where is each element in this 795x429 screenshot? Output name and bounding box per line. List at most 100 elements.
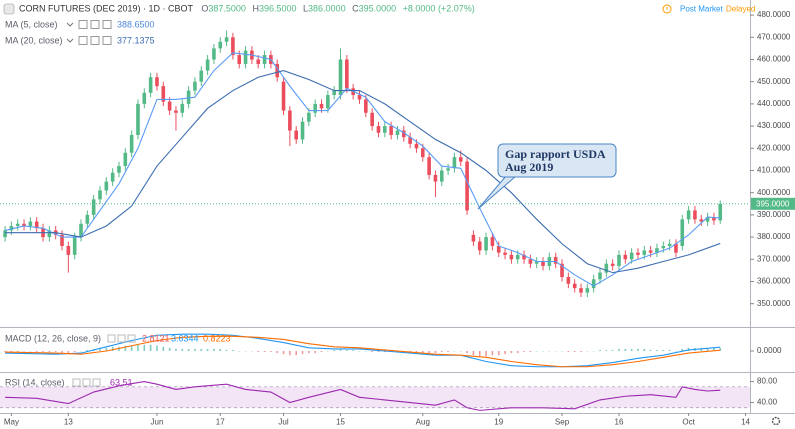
study-icon[interactable] <box>102 20 112 29</box>
candle-body <box>243 50 248 64</box>
histogram-bar <box>637 348 639 351</box>
histogram-bar <box>276 351 279 354</box>
candle-body <box>370 112 374 127</box>
histogram-bar <box>466 351 468 354</box>
histogram-bar <box>16 351 19 353</box>
candle-body <box>161 86 166 102</box>
study-icon[interactable] <box>72 378 81 387</box>
histogram-bar <box>282 351 285 355</box>
annotation-text: Gap rapport USDA <box>505 147 606 161</box>
y-tick-label: 80.00 <box>757 377 778 386</box>
histogram-bar <box>206 348 209 351</box>
candle-body <box>579 288 583 293</box>
histogram-bar <box>599 349 601 351</box>
study-icon[interactable] <box>90 20 100 29</box>
candle-body <box>79 223 83 238</box>
ohlc-value: 396.5000 <box>259 4 297 14</box>
histogram-bar <box>333 349 335 351</box>
ohlc-value: 395.0000 <box>359 4 397 14</box>
y-tick-label: 370.0000 <box>757 254 791 263</box>
candle-body <box>3 230 7 238</box>
histogram-bar <box>181 348 184 351</box>
candle-body <box>212 48 216 60</box>
candle-body <box>256 59 261 64</box>
histogram-bar <box>137 344 139 351</box>
y-tick-label: 470.0000 <box>757 32 791 41</box>
candle-body <box>661 245 666 249</box>
status-icon[interactable] <box>662 4 672 14</box>
candle-body <box>205 59 210 71</box>
study-icon[interactable] <box>127 334 136 343</box>
study-icon[interactable] <box>107 334 116 343</box>
histogram-bar <box>706 347 709 351</box>
candle-body <box>85 214 90 224</box>
histogram-bar <box>86 349 89 351</box>
study-icon[interactable] <box>92 378 101 387</box>
histogram-bar <box>130 345 133 351</box>
candle-body <box>471 234 476 242</box>
candle-body <box>72 237 77 255</box>
histogram-bar <box>624 348 627 351</box>
histogram-bar <box>516 351 519 354</box>
candle-body <box>446 168 450 171</box>
histogram-bar <box>649 349 652 351</box>
histogram-bar <box>529 351 532 353</box>
series-line <box>5 70 721 274</box>
histogram-bar <box>567 351 570 353</box>
y-tick-label: 0.0000 <box>757 346 782 355</box>
annotation-box[interactable] <box>497 143 617 178</box>
series-line <box>5 381 721 411</box>
histogram-bar <box>643 348 646 351</box>
study-name[interactable]: MA (5, close) <box>5 19 58 29</box>
candle-body <box>528 259 533 264</box>
candle-body <box>98 190 102 200</box>
histogram-bar <box>719 348 722 351</box>
histogram-bar <box>213 348 215 351</box>
ohlc-value: 387.5000 <box>208 4 246 14</box>
candle-body <box>262 55 267 64</box>
histogram-bar <box>314 351 316 354</box>
candle-body <box>598 272 602 280</box>
candle-body <box>389 126 393 135</box>
candle-body <box>123 152 128 167</box>
histogram-bar <box>320 351 323 353</box>
candle-body <box>610 263 615 266</box>
candle-body <box>345 59 349 89</box>
histogram-bar <box>656 349 658 351</box>
study-value: 2.8121 <box>142 333 170 343</box>
histogram-bar <box>99 347 101 351</box>
candle-body <box>22 223 26 226</box>
candle-body <box>566 277 571 284</box>
study-value: 377.1375 <box>117 35 155 45</box>
candle-body <box>572 283 577 289</box>
settings-icon[interactable] <box>771 416 781 426</box>
candle-body <box>496 245 501 253</box>
candle-body <box>553 257 558 264</box>
study-menu-icon[interactable] <box>66 22 74 27</box>
study-name[interactable]: MACD (12, 26, close, 9) <box>5 333 101 343</box>
candle-body <box>420 148 425 158</box>
study-name[interactable]: MA (20, close) <box>5 35 63 45</box>
histogram-bar <box>175 348 177 351</box>
candle-body <box>477 241 482 251</box>
histogram-bar <box>580 351 582 353</box>
study-icon[interactable] <box>117 334 126 343</box>
candle-body <box>699 219 704 222</box>
study-menu-icon[interactable] <box>66 38 74 43</box>
study-icon[interactable] <box>78 20 88 29</box>
candle-body <box>674 243 678 253</box>
study-icon[interactable] <box>90 36 100 45</box>
histogram-bar <box>143 344 146 351</box>
candle-body <box>193 81 197 91</box>
ohlc-letter: H <box>252 4 259 14</box>
frame <box>0 0 795 414</box>
study-name[interactable]: RSI (14, close) <box>5 377 65 387</box>
candle-body <box>490 237 495 246</box>
study-icon[interactable] <box>102 36 112 45</box>
y-tick-label: 460.0000 <box>757 55 791 64</box>
study-icon[interactable] <box>82 378 91 387</box>
candle-body <box>376 126 381 133</box>
candle-body <box>364 99 368 113</box>
study-icon[interactable] <box>78 36 88 45</box>
candle-body <box>395 130 400 135</box>
